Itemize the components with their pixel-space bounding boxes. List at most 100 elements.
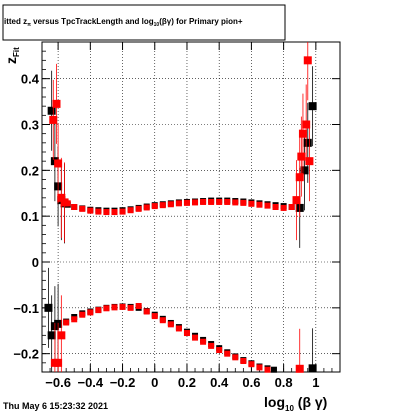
data-point <box>183 330 190 337</box>
data-point <box>47 331 56 340</box>
data-point <box>57 331 66 340</box>
data-point <box>302 120 311 129</box>
data-point <box>159 202 166 209</box>
data-point <box>183 199 190 206</box>
data-point <box>111 209 118 216</box>
y-tick-label: 0.3 <box>21 118 39 133</box>
x-tick-label: −0.4 <box>77 375 103 390</box>
data-point <box>127 304 134 311</box>
data-point <box>224 198 231 205</box>
x-tick-label: 0.8 <box>275 375 293 390</box>
chart-title: itted zπ versus TpcTrackLength and log10… <box>4 17 243 28</box>
data-point <box>71 316 78 323</box>
y-tick-label: 0.2 <box>21 163 39 178</box>
data-point <box>240 358 247 364</box>
data-point <box>135 303 142 309</box>
data-point <box>240 199 247 206</box>
data-point <box>305 157 314 166</box>
data-point <box>270 366 277 373</box>
data-point <box>272 204 279 210</box>
data-point <box>200 338 207 345</box>
data-point <box>79 311 86 318</box>
data-point <box>95 307 102 314</box>
data-point <box>295 364 304 373</box>
data-point <box>216 347 223 353</box>
data-point <box>288 204 295 210</box>
data-point <box>79 205 86 212</box>
data-point <box>52 99 61 108</box>
data-point <box>111 304 118 311</box>
data-point <box>295 173 304 182</box>
data-point <box>49 115 58 124</box>
y-tick-label: −0.2 <box>13 347 39 362</box>
data-point <box>135 205 142 212</box>
data-point <box>292 196 301 205</box>
data-point <box>303 138 312 147</box>
data-point <box>127 207 134 214</box>
data-point <box>300 166 309 175</box>
data-point <box>87 309 94 316</box>
data-point <box>192 334 199 341</box>
x-axis-title: log10 (β γ) <box>264 394 327 413</box>
data-point <box>71 204 78 210</box>
x-tick-label: 0.6 <box>242 375 260 390</box>
data-point <box>143 204 150 211</box>
svg-text:zFit: zFit <box>3 47 21 64</box>
data-point <box>151 203 158 210</box>
y-tick-label: −0.1 <box>13 301 39 316</box>
data-point <box>232 354 239 361</box>
data-point <box>167 321 174 328</box>
data-point <box>44 303 53 312</box>
data-point <box>175 200 182 207</box>
x-tick-label: 1 <box>312 375 319 390</box>
title-box: itted zπ versus TpcTrackLength and log10… <box>2 4 286 41</box>
data-point <box>256 364 263 371</box>
data-point <box>308 364 317 373</box>
data-point <box>64 200 71 207</box>
data-point <box>200 198 207 205</box>
data-point <box>167 201 174 208</box>
data-point <box>280 204 287 211</box>
data-point <box>308 102 317 111</box>
data-point <box>103 209 110 216</box>
data-point <box>143 308 150 315</box>
y-tick-label: 0.1 <box>21 209 39 224</box>
data-point <box>256 201 263 208</box>
data-point <box>47 106 56 115</box>
data-point <box>208 342 215 349</box>
axis-ticks <box>41 41 341 373</box>
series-layer <box>44 42 317 373</box>
data-point <box>54 159 63 168</box>
data-point <box>95 208 102 215</box>
data-point <box>119 303 126 310</box>
data-point <box>216 198 223 205</box>
data-point <box>63 319 70 326</box>
data-point <box>232 199 239 206</box>
data-point <box>60 198 69 207</box>
data-point <box>303 56 312 65</box>
data-point <box>297 152 306 161</box>
data-point <box>151 313 158 320</box>
data-point <box>264 202 271 209</box>
data-point <box>208 198 215 205</box>
x-tick-labels: −0.6 −0.4 −0.2 0 0.2 0.4 0.6 0.8 1 <box>45 375 319 390</box>
y-tick-label: 0.4 <box>21 72 40 87</box>
data-point <box>54 358 63 367</box>
data-point <box>248 361 255 368</box>
y-tick-labels: −0.2 −0.1 0 0.1 0.2 0.3 0.4 <box>13 72 39 362</box>
data-point <box>87 207 94 214</box>
y-tick-label: 0 <box>32 255 39 270</box>
data-point <box>224 350 231 357</box>
x-tick-label: 0.2 <box>178 375 196 390</box>
x-tick-label: 0.4 <box>210 375 229 390</box>
series-1 <box>49 42 314 373</box>
data-point <box>175 325 182 332</box>
grid <box>42 42 340 372</box>
data-point <box>57 193 66 202</box>
data-point <box>248 200 255 207</box>
data-point <box>119 208 126 215</box>
data-point <box>103 305 110 312</box>
timestamp: Thu May 6 15:23:32 2021 <box>3 401 108 411</box>
x-tick-label: −0.2 <box>110 375 136 390</box>
